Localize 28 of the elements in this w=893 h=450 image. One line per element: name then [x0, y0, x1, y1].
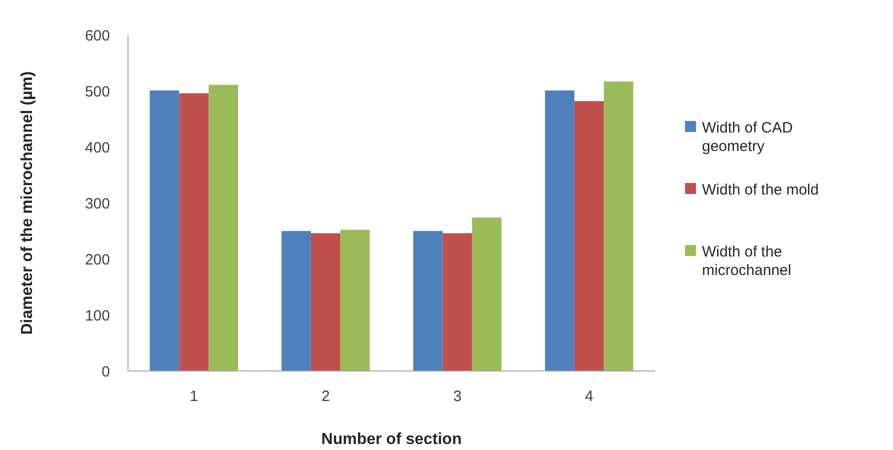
bar — [442, 233, 472, 371]
bar — [574, 101, 604, 371]
bar — [413, 231, 443, 371]
x-tick-label: 2 — [321, 388, 330, 405]
bar — [604, 81, 634, 371]
legend-label: Width of the microchannel — [702, 243, 792, 279]
bar — [340, 230, 370, 371]
bar — [310, 233, 340, 371]
x-tick-label: 3 — [453, 388, 462, 405]
y-tick-label: 600 — [84, 27, 110, 44]
x-axis-title: Number of section — [321, 431, 462, 448]
bar — [544, 90, 574, 371]
bar — [472, 218, 502, 371]
bar — [150, 90, 180, 371]
legend-label: Width of the mold — [702, 181, 819, 198]
y-tick-label: 300 — [84, 195, 110, 212]
x-tick-label: 4 — [584, 388, 594, 405]
y-axis-title: Diameter of the microchannel (µm) — [19, 71, 36, 335]
y-tick-label: 500 — [84, 83, 110, 100]
x-tick-label: 1 — [190, 388, 198, 405]
y-tick-label: 0 — [102, 363, 110, 380]
bar — [208, 84, 238, 371]
bar — [179, 93, 209, 371]
legend-label: Width of CAD geometry — [702, 119, 794, 155]
bar — [281, 231, 311, 371]
y-tick-label: 100 — [84, 307, 110, 324]
y-tick-label: 400 — [84, 139, 110, 156]
y-tick-label: 200 — [84, 251, 110, 268]
